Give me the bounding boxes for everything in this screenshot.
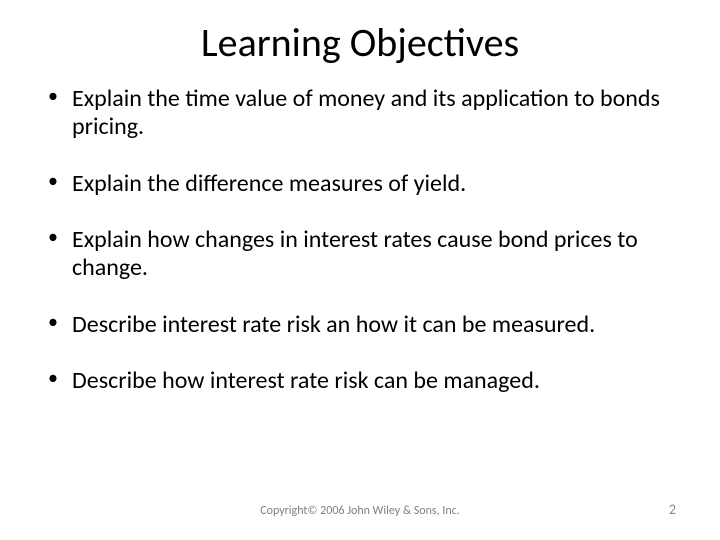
list-item: Explain the time value of money and its … xyxy=(46,85,682,142)
list-item: Explain how changes in interest rates ca… xyxy=(46,226,682,283)
slide-title: Learning Objectives xyxy=(38,18,682,67)
slide-container: Learning Objectives Explain the time val… xyxy=(0,0,720,540)
list-item: Describe interest rate risk an how it ca… xyxy=(46,311,682,339)
footer-copyright: Copyright© 2006 John Wiley & Sons, Inc. xyxy=(0,504,720,518)
list-item: Explain the difference measures of yield… xyxy=(46,170,682,198)
footer-page-number: 2 xyxy=(669,501,676,518)
bullet-list: Explain the time value of money and its … xyxy=(38,85,682,395)
list-item: Describe how interest rate risk can be m… xyxy=(46,367,682,395)
